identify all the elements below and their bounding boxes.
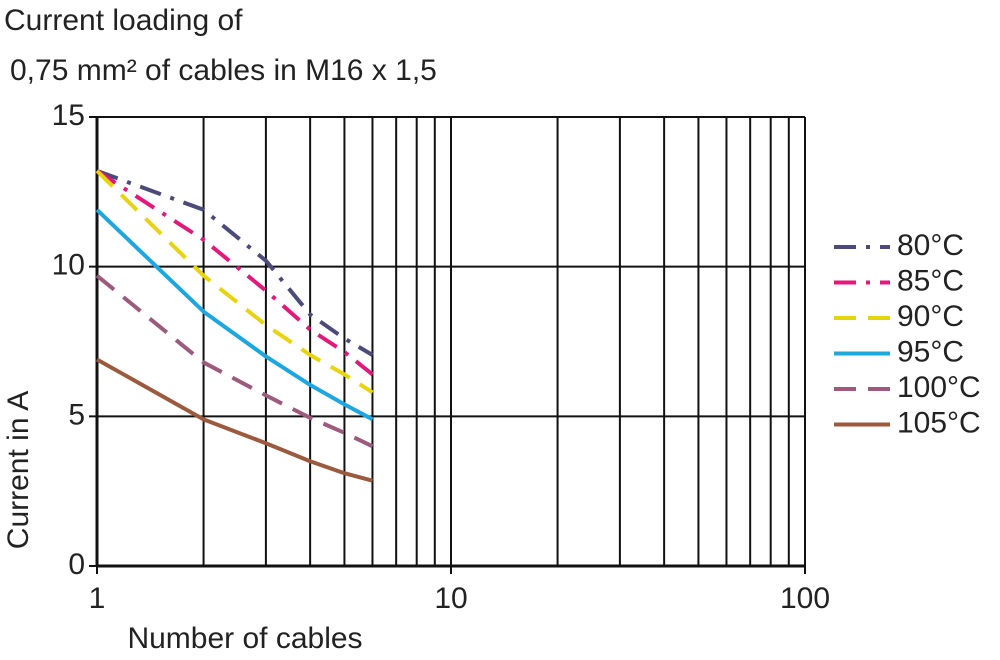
data-line xyxy=(95,274,374,449)
data-line xyxy=(96,169,374,357)
x-tick-label: 100 xyxy=(780,582,830,615)
chart-title: Current loading of xyxy=(4,4,243,37)
y-tick-label: 0 xyxy=(68,548,85,581)
data-line xyxy=(96,357,373,483)
y-tick-label: 15 xyxy=(52,99,85,132)
chart-title: 0,75 mm² of cables in M16 x 1,5 xyxy=(10,54,437,87)
data-line xyxy=(95,169,374,395)
x-tick-label: 10 xyxy=(434,582,467,615)
data-line xyxy=(95,208,374,422)
legend-label: 90°C xyxy=(897,300,964,333)
legend-label: 80°C xyxy=(897,229,964,262)
x-axis-title: Number of cables xyxy=(127,622,362,655)
data-line xyxy=(95,169,374,376)
x-tick-label: 1 xyxy=(89,582,106,615)
y-tick-label: 10 xyxy=(52,249,85,282)
y-axis-title: Current in A xyxy=(2,391,35,549)
legend-label: 105°C xyxy=(897,406,981,439)
legend-label: 100°C xyxy=(897,371,981,404)
legend-label: 95°C xyxy=(897,335,964,368)
y-tick-label: 5 xyxy=(68,398,85,431)
legend-label: 85°C xyxy=(897,264,964,297)
